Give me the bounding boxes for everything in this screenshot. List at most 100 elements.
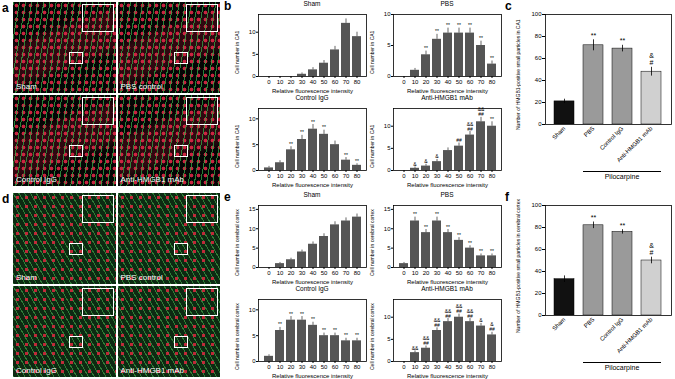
svg-text:0: 0 xyxy=(387,73,391,79)
svg-text:60: 60 xyxy=(467,79,474,85)
svg-text:**: ** xyxy=(344,332,348,338)
svg-text:80: 80 xyxy=(489,173,496,179)
svg-text:70: 70 xyxy=(478,173,485,179)
svg-text:Relative fluorescence intensit: Relative fluorescence intensity xyxy=(407,279,488,285)
svg-text:30: 30 xyxy=(299,79,306,85)
svg-text:10: 10 xyxy=(249,226,256,232)
svg-text:60: 60 xyxy=(332,79,339,85)
svg-text:**: ** xyxy=(424,224,428,230)
svg-text:20: 20 xyxy=(423,173,430,179)
svg-text:10: 10 xyxy=(277,173,284,179)
svg-text:PBS: PBS xyxy=(583,125,596,138)
svg-text:Relative fluorescence intensit: Relative fluorescence intensity xyxy=(407,373,488,379)
svg-text:60: 60 xyxy=(332,173,339,179)
svg-text:Sham: Sham xyxy=(551,125,566,140)
svg-text:**: ** xyxy=(468,240,472,246)
svg-text:**: ** xyxy=(322,124,326,130)
svg-text:10: 10 xyxy=(277,364,284,370)
svg-text:40: 40 xyxy=(310,364,317,370)
svg-text:40: 40 xyxy=(310,79,317,85)
svg-text:40: 40 xyxy=(445,270,452,276)
svg-text:Anti-HMGB1 mAb: Anti-HMGB1 mAb xyxy=(616,316,654,354)
svg-text:70: 70 xyxy=(343,79,350,85)
svg-text:0: 0 xyxy=(538,121,542,127)
svg-text:40: 40 xyxy=(535,77,542,83)
svg-text:&&: && xyxy=(412,345,419,351)
svg-text:**: ** xyxy=(300,311,304,317)
svg-text:40: 40 xyxy=(310,270,317,276)
svg-text:10: 10 xyxy=(384,314,391,320)
svg-text:40: 40 xyxy=(445,79,452,85)
svg-text:**: ** xyxy=(289,141,293,147)
svg-text:100: 100 xyxy=(531,202,542,208)
svg-text:60: 60 xyxy=(467,270,474,276)
svg-text:20: 20 xyxy=(288,364,295,370)
svg-text:30: 30 xyxy=(434,364,441,370)
svg-text:0: 0 xyxy=(387,358,391,364)
svg-text:15: 15 xyxy=(249,206,256,212)
svg-text:20: 20 xyxy=(535,99,542,105)
svg-text:Relative fluorescence intensit: Relative fluorescence intensity xyxy=(272,279,353,285)
svg-text:**: ** xyxy=(457,232,461,238)
svg-text:**: ** xyxy=(490,116,494,122)
svg-text:0: 0 xyxy=(252,167,256,173)
svg-text:40: 40 xyxy=(535,268,542,274)
svg-text:30: 30 xyxy=(434,79,441,85)
svg-text:80: 80 xyxy=(535,224,542,230)
svg-text:0: 0 xyxy=(538,312,542,318)
svg-text:0: 0 xyxy=(267,364,271,370)
svg-text:##: ## xyxy=(456,137,462,143)
svg-text:40: 40 xyxy=(445,173,452,179)
svg-text:0: 0 xyxy=(267,79,271,85)
svg-text:&&##: &&## xyxy=(478,106,485,117)
svg-text:20: 20 xyxy=(288,79,295,85)
svg-text:100: 100 xyxy=(531,11,542,17)
svg-text:10: 10 xyxy=(384,226,391,232)
svg-text:&&##: &&## xyxy=(434,317,441,328)
svg-text:0: 0 xyxy=(252,73,256,79)
svg-text:&&##: &&## xyxy=(445,308,452,319)
svg-text:Control IgG: Control IgG xyxy=(599,316,625,342)
svg-text:10: 10 xyxy=(412,79,419,85)
svg-text:50: 50 xyxy=(321,79,328,85)
svg-text:**: ** xyxy=(620,222,626,229)
svg-text:Sham: Sham xyxy=(551,316,566,331)
svg-text:30: 30 xyxy=(299,173,306,179)
svg-text:&&##: &&## xyxy=(423,335,430,346)
svg-text:40: 40 xyxy=(445,364,452,370)
svg-text:70: 70 xyxy=(478,270,485,276)
svg-text:0: 0 xyxy=(252,264,256,270)
svg-text:PBS: PBS xyxy=(583,316,596,329)
svg-text:80: 80 xyxy=(489,364,496,370)
svg-text:0: 0 xyxy=(252,358,256,364)
svg-text:20: 20 xyxy=(423,270,430,276)
svg-text:5: 5 xyxy=(252,142,256,148)
svg-text:&: & xyxy=(413,161,417,167)
svg-text:&&##: &&## xyxy=(467,121,474,132)
svg-text:0: 0 xyxy=(267,173,271,179)
svg-text:50: 50 xyxy=(456,79,463,85)
svg-text:**: ** xyxy=(333,327,337,333)
svg-text:5: 5 xyxy=(252,333,256,339)
svg-text:**: ** xyxy=(435,28,439,34)
svg-text:40: 40 xyxy=(310,173,317,179)
svg-text:Relative fluorescence intensit: Relative fluorescence intensity xyxy=(272,182,353,188)
svg-text:70: 70 xyxy=(478,79,485,85)
svg-text:5: 5 xyxy=(387,42,391,48)
svg-text:0: 0 xyxy=(402,270,406,276)
svg-text:5: 5 xyxy=(387,145,391,151)
svg-text:**: ** xyxy=(479,35,483,41)
svg-text:50: 50 xyxy=(321,270,328,276)
svg-text:**: ** xyxy=(355,332,359,338)
svg-text:10: 10 xyxy=(412,364,419,370)
svg-text:10: 10 xyxy=(249,29,256,35)
svg-text:Anti-HMGB1 mAb: Anti-HMGB1 mAb xyxy=(616,125,654,163)
svg-text:0: 0 xyxy=(387,167,391,173)
svg-text:**: ** xyxy=(300,129,304,135)
svg-text:**: ** xyxy=(457,22,461,28)
svg-text:0: 0 xyxy=(402,173,406,179)
svg-text:&#: &# xyxy=(649,242,654,256)
svg-text:50: 50 xyxy=(456,364,463,370)
svg-text:80: 80 xyxy=(354,270,361,276)
svg-text:&: & xyxy=(424,158,428,164)
